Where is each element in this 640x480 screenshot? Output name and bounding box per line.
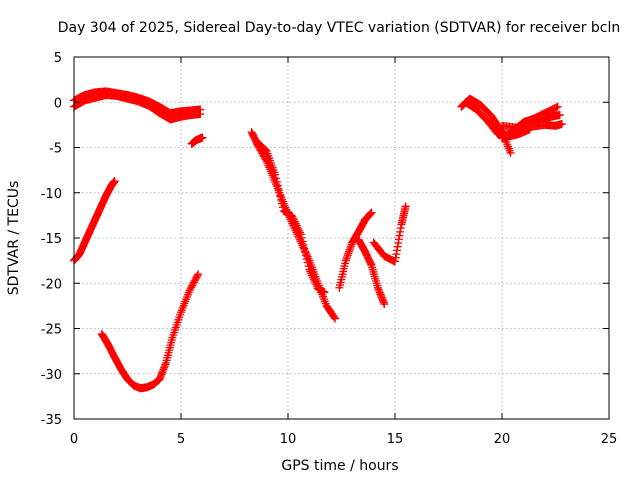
series-arc-2 xyxy=(187,133,207,148)
data-point xyxy=(294,224,303,233)
data-point xyxy=(291,219,300,228)
axis-ticks xyxy=(73,56,610,420)
data-point xyxy=(295,228,304,237)
x-tick-label: 10 xyxy=(280,432,297,447)
series-arc-8 xyxy=(369,202,410,266)
data-point xyxy=(193,271,202,280)
data-point xyxy=(293,223,302,232)
data-point xyxy=(304,262,313,271)
y-tick-label: -10 xyxy=(41,187,62,202)
data-point xyxy=(277,195,286,204)
series-arc-13 xyxy=(504,110,564,138)
series-arc-5b xyxy=(254,138,329,297)
x-tick-label: 25 xyxy=(601,432,618,447)
data-point xyxy=(301,251,310,260)
data-point xyxy=(305,265,314,274)
data-point xyxy=(275,188,284,197)
data-point xyxy=(194,270,203,279)
data-point xyxy=(289,215,298,224)
data-point xyxy=(300,244,309,253)
y-tick-label: 5 xyxy=(54,51,62,66)
data-point xyxy=(557,119,566,128)
data-point xyxy=(278,199,287,208)
y-tick-label: -5 xyxy=(49,142,62,157)
data-point xyxy=(320,288,329,297)
data-point xyxy=(380,300,389,309)
series-arc-4 xyxy=(97,270,203,393)
data-point xyxy=(271,170,280,179)
x-tick-label: 20 xyxy=(494,432,511,447)
data-point xyxy=(274,185,283,194)
data-point xyxy=(308,273,317,282)
series-arc-6 xyxy=(335,208,376,292)
data-point xyxy=(555,110,564,119)
data-point xyxy=(276,192,285,201)
data-point xyxy=(331,314,340,323)
data-point xyxy=(506,148,515,157)
data-point xyxy=(290,217,299,226)
x-tick-label: 5 xyxy=(177,432,185,447)
x-tick-label: 15 xyxy=(387,432,404,447)
data-point xyxy=(306,267,315,276)
data-point xyxy=(330,313,339,322)
data-point xyxy=(310,277,319,286)
x-tick-label: 0 xyxy=(70,432,78,447)
data-point xyxy=(296,230,305,239)
series-arc-7 xyxy=(354,235,389,309)
data-point xyxy=(292,221,301,230)
data-point xyxy=(297,233,306,242)
y-tick-label: -35 xyxy=(41,413,62,428)
data-point xyxy=(272,174,281,183)
data-point xyxy=(309,275,318,284)
series-arc-1b xyxy=(70,91,205,124)
data-point xyxy=(299,240,308,249)
data-point xyxy=(307,271,316,280)
y-tick-label: -20 xyxy=(41,277,62,292)
series-arc-11 xyxy=(498,119,566,132)
y-tick-label: 0 xyxy=(54,96,62,111)
y-axis-label: SDTVAR / TECUs xyxy=(6,181,22,296)
plot-frame xyxy=(73,56,610,420)
series-arc-3 xyxy=(70,176,119,265)
series-arc-9 xyxy=(457,94,515,157)
data-point xyxy=(273,181,282,190)
data-point xyxy=(198,133,207,142)
y-tick-label: -15 xyxy=(41,232,62,247)
data-point xyxy=(272,177,281,186)
data-point xyxy=(367,208,376,217)
data-point xyxy=(295,226,304,235)
tick-labels: 0 5 10 15 20 25 5 0 -5 -10 -15 -20 -25 -30 -35 xyxy=(41,51,618,447)
data-point xyxy=(110,176,119,185)
data-point xyxy=(311,278,320,287)
data-point xyxy=(303,258,312,267)
data-point xyxy=(302,255,311,264)
data-point xyxy=(553,102,562,111)
x-axis-label: GPS time / hours xyxy=(281,458,398,474)
data-points xyxy=(70,87,566,393)
data-point xyxy=(307,269,316,278)
data-point xyxy=(301,248,310,257)
y-tick-label: -30 xyxy=(41,368,62,383)
data-point xyxy=(401,202,410,211)
data-point xyxy=(288,212,297,221)
data-point xyxy=(196,110,205,119)
chart-title: Day 304 of 2025, Sidereal Day-to-day VTE… xyxy=(58,20,621,36)
data-point xyxy=(278,203,287,212)
data-point xyxy=(289,214,298,223)
y-tick-label: -25 xyxy=(41,323,62,338)
data-point xyxy=(312,280,321,289)
data-point xyxy=(298,237,307,246)
